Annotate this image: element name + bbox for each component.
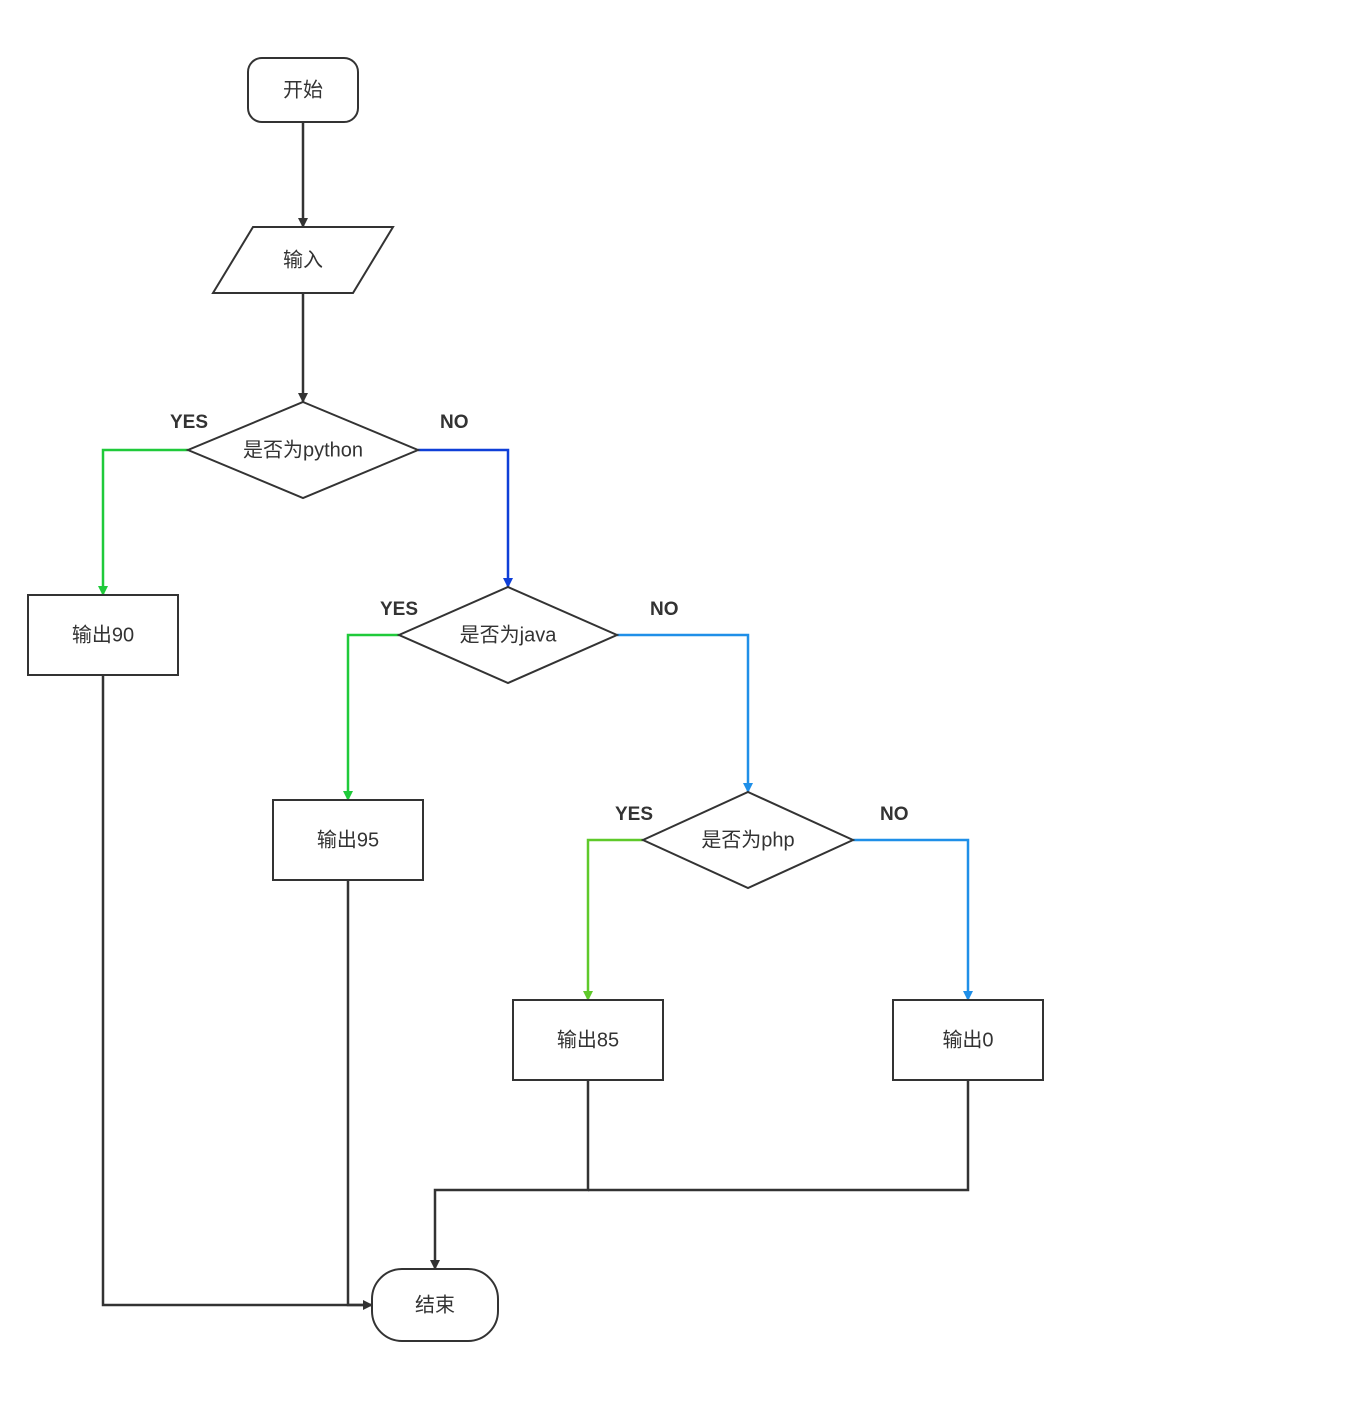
edges-layer: YES NO YES NO YES NO — [103, 122, 968, 1305]
edge-out0-merge — [588, 1080, 968, 1190]
edge-label-d3-out85: YES — [615, 804, 653, 825]
node-out95: 输出95 — [273, 800, 423, 880]
node-label-end: 结束 — [415, 1293, 455, 1316]
node-d1: 是否为python — [188, 402, 418, 498]
node-label-out85: 输出85 — [557, 1028, 619, 1051]
node-start: 开始 — [248, 58, 358, 122]
edge-label-d2-d3: NO — [650, 599, 679, 620]
node-label-d2: 是否为java — [460, 623, 558, 646]
node-out90: 输出90 — [28, 595, 178, 675]
edge-label-d2-out95: YES — [380, 599, 418, 620]
edge-label-d3-out0: NO — [880, 804, 909, 825]
node-out0: 输出0 — [893, 1000, 1043, 1080]
flowchart-canvas: YES NO YES NO YES NO 开始输入是否为python 输出90 是否为java 输… — [0, 0, 1352, 1428]
node-label-out0: 输出0 — [942, 1028, 993, 1051]
nodes-layer: 开始输入是否为python 输出90 是否为java 输出95 是否为php 输出85 输出… — [28, 58, 1043, 1341]
node-label-out90: 输出90 — [72, 623, 134, 646]
node-out85: 输出85 — [513, 1000, 663, 1080]
edge-out85-end — [435, 1080, 588, 1269]
node-label-d3: 是否为php — [701, 828, 794, 851]
edge-out95-end — [348, 880, 372, 1305]
edge-d2-out95 — [348, 635, 399, 800]
node-label-out95: 输出95 — [317, 828, 379, 851]
node-d2: 是否为java — [399, 587, 617, 683]
edge-d3-out85 — [588, 840, 643, 1000]
edge-label-d1-d2: NO — [440, 412, 469, 433]
node-end: 结束 — [372, 1269, 498, 1341]
node-label-input: 输入 — [283, 248, 323, 271]
edge-out90-end — [103, 675, 372, 1305]
edge-d1-out90 — [103, 450, 188, 595]
node-input: 输入 — [213, 227, 393, 293]
edge-d2-d3 — [617, 635, 748, 792]
node-label-d1: 是否为python — [243, 438, 363, 461]
edge-d3-out0 — [853, 840, 968, 1000]
node-d3: 是否为php — [643, 792, 853, 888]
node-label-start: 开始 — [283, 78, 323, 101]
edge-d1-d2 — [418, 450, 508, 587]
edge-label-d1-out90: YES — [170, 412, 208, 433]
